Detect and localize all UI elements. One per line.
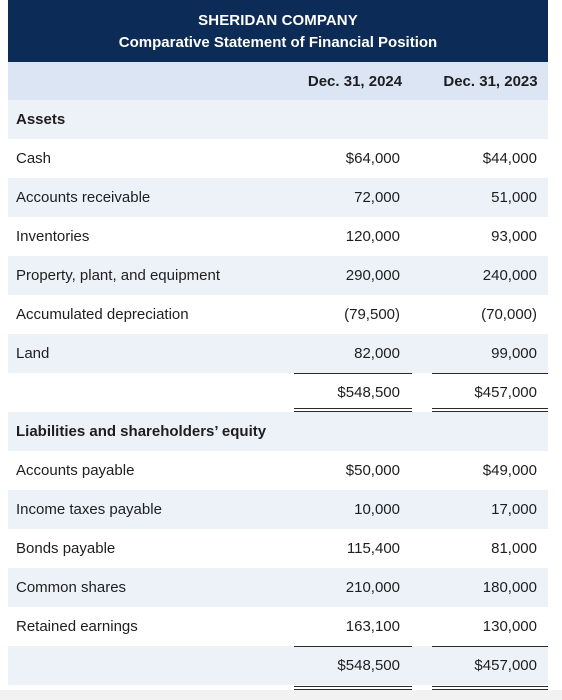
- table-row: Cash $64,000 $44,000: [8, 139, 548, 178]
- table-row: Accounts payable $50,000 $49,000: [8, 451, 548, 490]
- row-label: Accounts receivable: [16, 189, 151, 206]
- row-label: Cash: [16, 150, 52, 167]
- row-label: Inventories: [16, 228, 90, 245]
- double-underline-strip: [8, 685, 548, 693]
- row-label: Accounts payable: [16, 462, 135, 479]
- table-row: Income taxes payable 10,000 17,000: [8, 490, 548, 529]
- row-label: Retained earnings: [16, 618, 138, 635]
- value-2023: 17,000: [491, 501, 537, 518]
- value-2023: 51,000: [491, 189, 537, 206]
- row-label: Income taxes payable: [16, 501, 162, 518]
- value-2023: (70,000): [481, 306, 537, 323]
- value-2023: $44,000: [482, 150, 537, 167]
- value-2024: 10,000: [354, 501, 400, 518]
- row-label: Accumulated depreciation: [16, 306, 189, 323]
- company-name: SHERIDAN COMPANY: [198, 11, 358, 29]
- total-assets-2024: $548,500: [337, 384, 400, 401]
- value-2023: 240,000: [482, 267, 537, 284]
- value-2024: (79,500): [344, 306, 400, 323]
- total-liabilities-equity-row: $548,500 $457,000: [8, 646, 548, 685]
- column-header-2023: Dec. 31, 2023: [443, 72, 538, 90]
- value-2024: $50,000: [345, 462, 400, 479]
- row-label: Land: [16, 345, 50, 362]
- value-2024: 290,000: [345, 267, 400, 284]
- value-2024: 120,000: [345, 228, 400, 245]
- double-underline-2023: [432, 408, 548, 412]
- value-2023: 130,000: [482, 618, 537, 635]
- table-row: Land 82,000 99,000: [8, 334, 548, 373]
- column-header-2024: Dec. 31, 2024: [307, 72, 403, 90]
- value-2024: 82,000: [354, 345, 400, 362]
- table-row: Bonds payable 115,400 81,000: [8, 529, 548, 568]
- value-2024: 72,000: [354, 189, 400, 206]
- value-2023: 180,000: [482, 579, 537, 596]
- double-underline-2024: [294, 408, 412, 412]
- table-row: Retained earnings 163,100 130,000: [8, 607, 548, 646]
- row-label: Property, plant, and equipment: [16, 267, 221, 284]
- value-2024: 115,400: [346, 540, 400, 557]
- section-heading-row: Liabilities and shareholders’ equity: [8, 412, 548, 451]
- subtotal-rule-2024: [294, 646, 412, 647]
- column-header-row: Dec. 31, 2024 Dec. 31, 2023: [8, 62, 548, 100]
- double-underline-2024: [294, 686, 412, 690]
- value-2024: $64,000: [345, 150, 400, 167]
- table-row: Common shares 210,000 180,000: [8, 568, 548, 607]
- financial-statement: SHERIDAN COMPANY Comparative Statement o…: [8, 0, 548, 693]
- value-2023: 93,000: [491, 228, 537, 245]
- total-liabilities-2024: $548,500: [337, 657, 400, 674]
- table-row: Accounts receivable 72,000 51,000: [8, 178, 548, 217]
- table-row: Inventories 120,000 93,000: [8, 217, 548, 256]
- liabilities-heading: Liabilities and shareholders’ equity: [16, 423, 267, 440]
- table-row: Accumulated depreciation (79,500) (70,00…: [8, 295, 548, 334]
- value-2024: 163,100: [345, 618, 400, 635]
- section-heading-row: Assets: [8, 100, 548, 139]
- subtotal-rule-2023: [432, 646, 548, 647]
- row-label: Bonds payable: [16, 540, 116, 557]
- subtotal-rule-2024: [294, 373, 412, 374]
- subtotal-rule-2023: [432, 373, 548, 374]
- row-label: Common shares: [16, 579, 127, 596]
- total-liabilities-2023: $457,000: [474, 657, 537, 674]
- statement-title: Comparative Statement of Financial Posit…: [118, 33, 438, 51]
- table-row: Property, plant, and equipment 290,000 2…: [8, 256, 548, 295]
- value-2023: 99,000: [491, 345, 537, 362]
- total-assets-row: $548,500 $457,000: [8, 373, 548, 412]
- page-bottom-edge: [0, 690, 562, 700]
- statement-header: SHERIDAN COMPANY Comparative Statement o…: [8, 0, 548, 62]
- assets-heading: Assets: [16, 111, 66, 128]
- value-2023: $49,000: [482, 462, 537, 479]
- value-2024: 210,000: [345, 579, 400, 596]
- double-underline-2023: [432, 686, 548, 690]
- value-2023: 81,000: [491, 540, 537, 557]
- total-assets-2023: $457,000: [474, 384, 537, 401]
